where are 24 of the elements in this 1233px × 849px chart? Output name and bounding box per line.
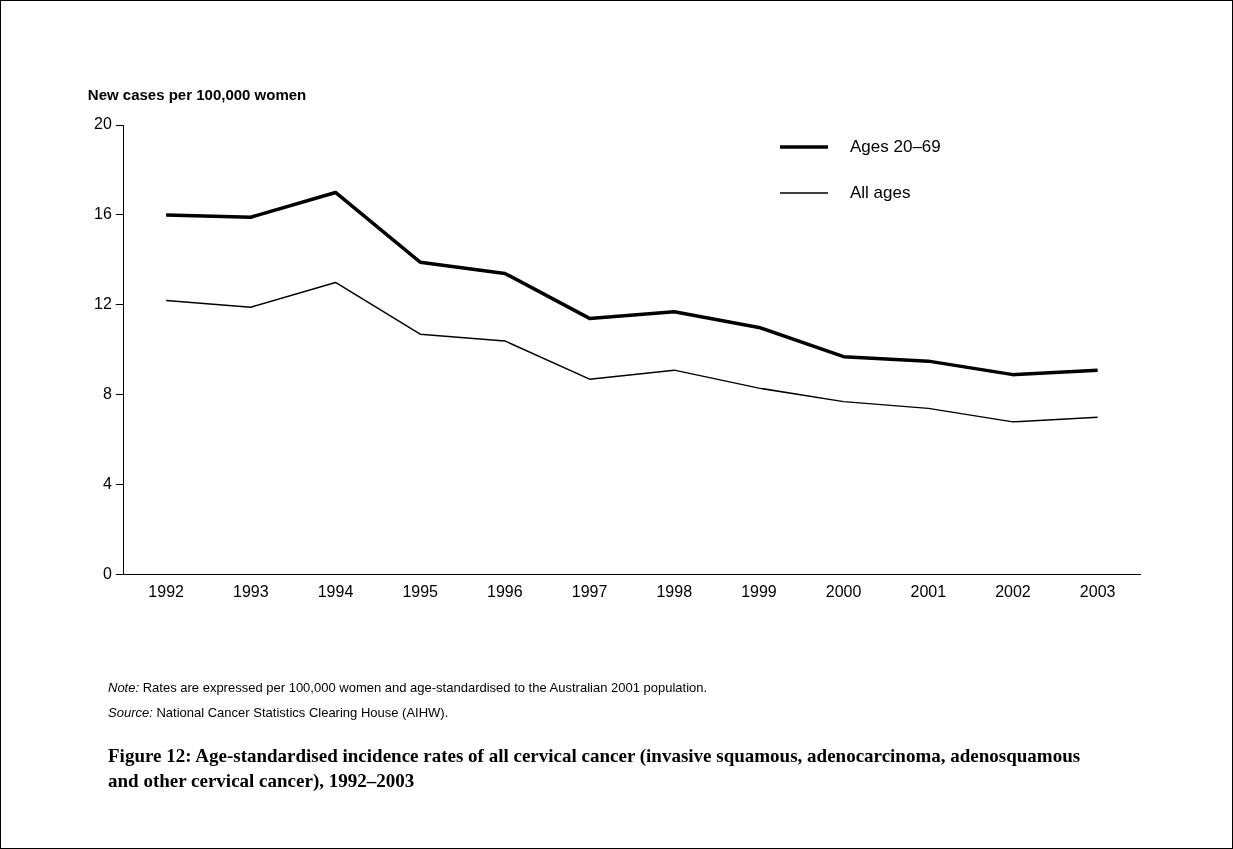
x-tick-label: 2000 <box>825 582 862 600</box>
y-tick-label: 0 <box>102 565 112 583</box>
x-tick-label: 1992 <box>148 582 185 600</box>
x-tick-label: 2001 <box>910 582 947 600</box>
text: Figure 12: Age-standardised incidence rates of all cervical cancer (invasive squamous, adenocarcinoma, adenosquamous and other cervical cancer), 1992–2003 <box>108 744 1082 793</box>
x-tick-label: 1994 <box>317 582 354 600</box>
x-tick-label: 1999 <box>741 582 777 600</box>
y-axis-title: New cases per 100,000 women <box>87 85 307 103</box>
x-tick-label: 1997 <box>571 582 608 600</box>
x-tick-label: 1993 <box>233 582 269 600</box>
y-tick-label: 20 <box>94 115 112 133</box>
y-tick-label: 8 <box>102 385 112 403</box>
y-tick-label: 12 <box>94 295 112 313</box>
x-tick-label: 1996 <box>487 582 523 600</box>
text: Note: Rates are expressed per 100,000 women and age-standardised to the Australian 2001 population. <box>108 680 708 695</box>
x-tick-label: 1998 <box>656 582 693 600</box>
y-tick-label: 16 <box>94 205 112 223</box>
y-tick-label: 4 <box>102 475 112 493</box>
source-note: Source: National Cancer Statistics Clearing House (AIHW). <box>108 705 450 720</box>
x-tick-label: 2002 <box>995 582 1031 600</box>
x-tick-label: 2003 <box>1079 582 1116 600</box>
x-tick-label: 1995 <box>402 582 439 600</box>
legend-label: Ages 20–69 <box>850 136 941 156</box>
legend-label: All ages <box>850 182 911 202</box>
